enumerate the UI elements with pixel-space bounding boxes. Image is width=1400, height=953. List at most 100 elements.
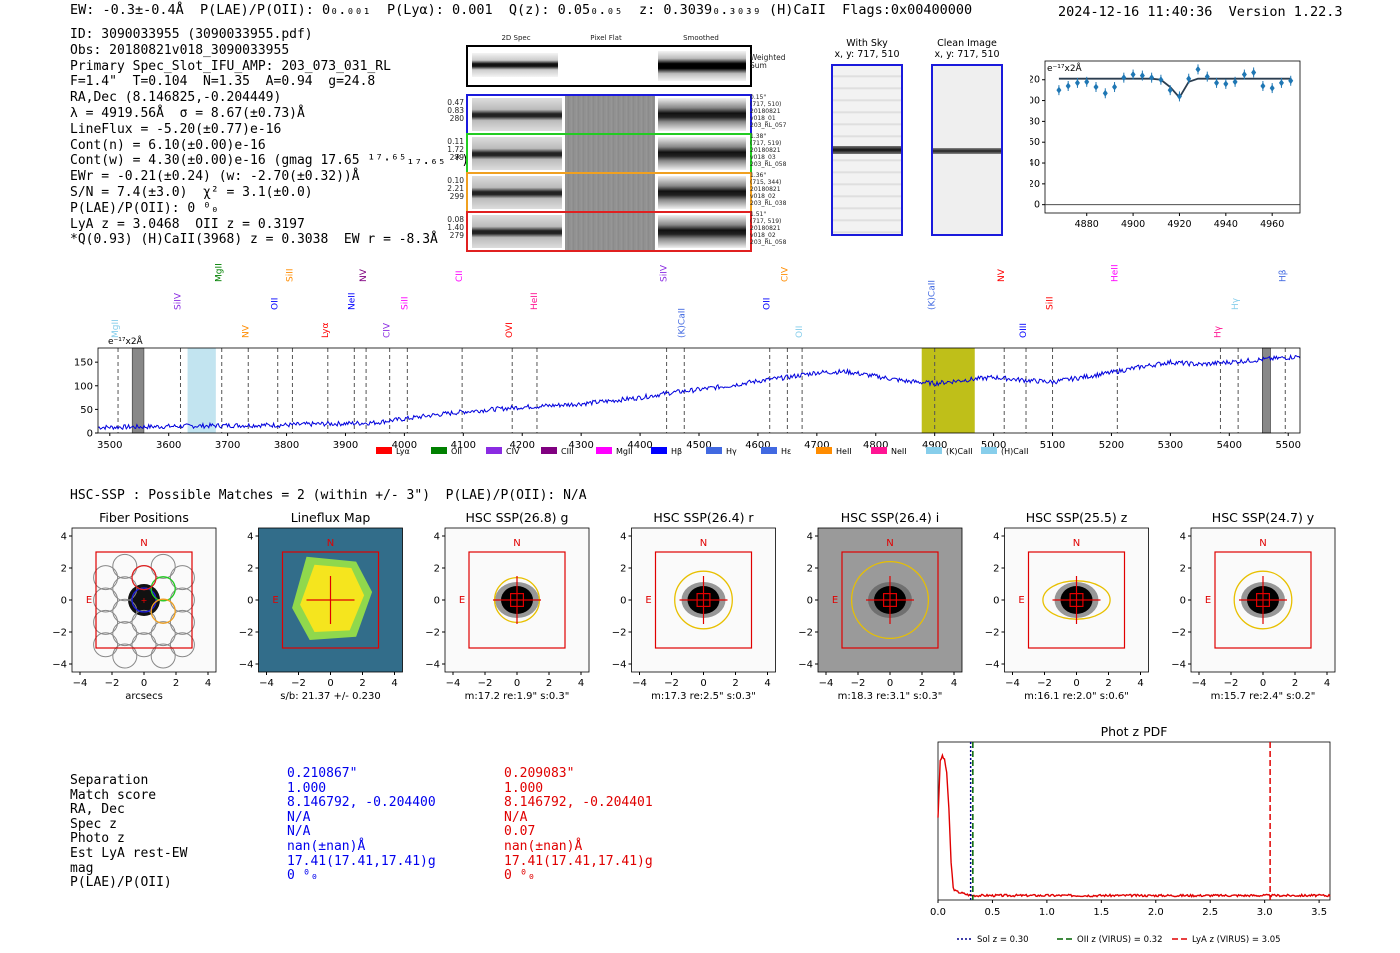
zoom-xtick-label: 4960: [1260, 219, 1284, 230]
cutout-smoothed: [658, 176, 746, 209]
zoom-data-point: [1176, 92, 1182, 100]
hsc-ytick-label: 0: [993, 596, 999, 607]
hsc-xtick-label: −2: [105, 678, 120, 689]
hsc-xtick-label: 4: [1137, 678, 1143, 689]
cutout-smoothed: [658, 215, 746, 248]
zoom-ytick-label: 20: [1030, 179, 1040, 190]
weighted-sum-row: [466, 45, 752, 87]
info-line: EWr = -0.21(±0.24) (w: -2.70(±0.32))Å: [70, 169, 360, 185]
hsc-xtick-label: 2: [1105, 678, 1111, 689]
spec-xtick-label: 4500: [686, 440, 711, 451]
hsc-xtick-label: −2: [1224, 678, 1239, 689]
legend-swatch: [596, 447, 612, 454]
match2-value: 1.000: [504, 780, 544, 796]
hsc-panel-title: HSC SSP(24.7) y: [1212, 510, 1315, 525]
clean-image-title: Clean Image x, y: 717, 510: [934, 38, 1000, 60]
hsc-xtick-label: 0: [887, 678, 893, 689]
with-sky-image: [831, 64, 903, 236]
match1-value: N/A: [287, 824, 311, 840]
hsc-xtick-label: 2: [359, 678, 365, 689]
match-field-label: Est LyA rest-EW: [70, 845, 188, 861]
pdf-xtick-label: 0.0: [930, 907, 946, 918]
masked-region: [131, 347, 145, 434]
pdf-frame: [937, 741, 1331, 901]
north-label: N: [1073, 538, 1080, 549]
galaxy-ellipse: [850, 560, 930, 640]
search-box: [468, 551, 566, 649]
cutout-2d-spec: [472, 98, 562, 131]
info-line: S/N = 7.4(±3.0) χ² = 3.1(±0.0): [70, 184, 313, 200]
cutout-row-fiber-info: 1.36" (715, 344) 20180821 v018_02 203_RL…: [750, 172, 787, 207]
fiber-circle: [93, 609, 119, 635]
info-line: P(LAE)/P(OII): 0 ⁰₀: [70, 200, 219, 216]
zoom-data-point: [1195, 65, 1201, 73]
spec-xtick-label: 5100: [1040, 440, 1065, 451]
aperture-box: [1069, 592, 1084, 607]
cutout-pixel-flat: [565, 213, 655, 250]
info-line: ID: 3090033955 (3090033955.pdf): [70, 27, 313, 42]
hsc-panel-caption: m:17.3 re:2.5" s:0.3": [651, 691, 756, 702]
spec-xtick-label: 4700: [804, 440, 829, 451]
legend-label: CIII: [561, 447, 574, 456]
header-datetime-version: 2024-12-16 11:40:36 Version 1.22.3: [1058, 4, 1343, 20]
hsc-ytick-label: −4: [425, 660, 440, 671]
match-field-label: RA, Dec: [70, 802, 125, 818]
match-field-label: Photo z: [70, 831, 125, 847]
galaxy-ellipse: [674, 570, 733, 630]
match1-value: nan(±nan)Å: [287, 838, 366, 854]
info-line: Obs: 20180821v018_3090033955: [70, 42, 290, 58]
hsc-ytick-label: 4: [61, 532, 67, 543]
cutout-smoothed: [658, 137, 746, 170]
hsc-ytick-label: −4: [985, 660, 1000, 671]
spec-ytick-label: 0: [87, 429, 93, 440]
galaxy-ellipse: [1233, 570, 1293, 630]
masked-region: [1262, 347, 1271, 434]
info-line: Primary Spec_Slot_IFU_AMP: 203_073_031_R…: [70, 58, 391, 74]
hsc-panel-title: HSC SSP(26.4) r: [653, 510, 754, 525]
match2-value: 8.146792, -0.204401: [504, 795, 653, 811]
spectral-line-label: Hβ: [1278, 269, 1288, 282]
cutout-row-stats: 0.10 2.21 299: [447, 176, 464, 201]
cutout-row: [466, 172, 752, 213]
spectral-line-label: HeII: [530, 292, 540, 310]
hsc-xtick-label: −2: [478, 678, 493, 689]
match2-value: 17.41(17.41,17.41)g: [504, 853, 653, 869]
fiber-circle: [150, 553, 176, 579]
fiber-circle: [112, 598, 138, 624]
zoom-data-point: [1112, 83, 1118, 91]
hsc-ytick-label: −2: [612, 628, 627, 639]
zoom-data-point: [1065, 82, 1071, 90]
east-label: E: [1018, 595, 1024, 606]
spectral-line-label: Hγ: [1231, 297, 1241, 310]
fiber-circle: [169, 565, 195, 591]
spec-xtick-label: 5200: [1099, 440, 1124, 451]
north-label: N: [140, 538, 147, 549]
hsc-xtick-label: −4: [446, 678, 461, 689]
hsc-xtick-label: 0: [700, 678, 706, 689]
legend-swatch: [761, 447, 777, 454]
search-box: [1027, 551, 1126, 649]
hsc-ytick-label: 2: [620, 564, 626, 575]
zoom-data-point: [1278, 79, 1284, 87]
hsc-xtick-label: −2: [664, 678, 679, 689]
hsc-xtick-label: −4: [1005, 678, 1020, 689]
hsc-ytick-label: 4: [247, 532, 253, 543]
info-line: F=1.4" T=0.104 N=1.35 A=0.94 g=24.8: [70, 74, 376, 90]
hsc-panel-caption: m:15.7 re:2.4" s:0.2": [1211, 691, 1316, 702]
spec-xtick-label: 4000: [392, 440, 417, 451]
hsc-title: HSC-SSP : Possible Matches = 2 (within +…: [70, 488, 587, 503]
hsc-panel: HSC SSP(26.8) g N E −4 −4 −2 −2 0 0 2 2 4 4 m:17.2 re…: [425, 510, 590, 702]
cutout-2d-spec: [472, 137, 562, 170]
zoom-fit-line: [1058, 77, 1291, 99]
zoom-data-point: [1149, 74, 1155, 82]
hsc-xtick-label: 2: [173, 678, 179, 689]
legend-swatch: [486, 447, 502, 454]
match2-value: 0.07: [504, 824, 536, 840]
hsc-xtick-label: 0: [1073, 678, 1079, 689]
cutout-row: [466, 133, 752, 174]
cutout-2d-spec: [472, 215, 562, 248]
spectral-line-label: NV: [997, 268, 1007, 282]
legend-label: (H)CaII: [1001, 447, 1028, 456]
fiber-circle: [150, 621, 176, 647]
zoom-frame: [1044, 60, 1301, 214]
